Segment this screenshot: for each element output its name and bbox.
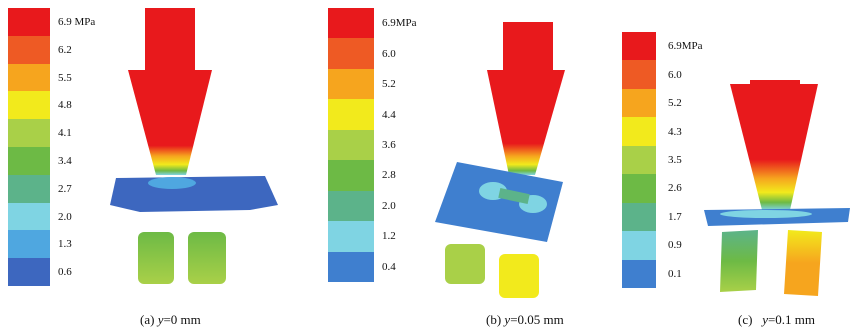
caption-c: (c) y=0.1 mm <box>738 312 816 327</box>
colorbar-tick-label: 4.3 <box>668 125 682 138</box>
colorbar-tick-label: 2.8 <box>382 169 396 182</box>
substrate-plate <box>435 162 563 242</box>
colorbar-tick-label: 5.2 <box>668 97 682 110</box>
colorbar-swatch <box>8 258 50 287</box>
colorbar-swatch <box>8 91 50 120</box>
colorbar-b <box>328 8 374 283</box>
colorbar-tick-label: 6.2 <box>58 43 72 56</box>
colorbar-swatch <box>328 221 374 253</box>
colorbar-tick-label: 6.9MPa <box>382 17 417 30</box>
colorbar-swatch <box>8 63 50 92</box>
colorbar-tick-label: 1.3 <box>58 238 72 251</box>
colorbar-swatch <box>622 145 656 175</box>
colorbar-swatch <box>8 119 50 148</box>
colorbar-tick-label: 0.4 <box>382 260 396 273</box>
colorbar-swatch <box>622 32 656 61</box>
colorbar-tick-label: 1.7 <box>668 210 682 223</box>
colorbar-swatch <box>328 38 374 70</box>
colorbar-swatch <box>328 160 374 192</box>
colorbar-swatch <box>8 8 50 37</box>
indenter-cone <box>128 70 212 175</box>
contact-model-a <box>110 8 278 284</box>
colorbar-tick-label: 2.0 <box>58 210 72 223</box>
panel-b: 6.9MPa 6.0 5.2 4.4 3.6 2.8 2.0 1.2 0.4 (b) y=0.0… <box>300 0 590 331</box>
colorbar-swatch <box>8 202 50 231</box>
colorbar-swatch <box>328 8 374 39</box>
leg-right <box>188 232 226 284</box>
colorbar-c <box>622 32 656 289</box>
colorbar-tick-label: 6.0 <box>668 68 682 81</box>
colorbar-swatch <box>328 190 374 222</box>
leg-right <box>499 254 539 298</box>
leg-left <box>445 244 485 284</box>
colorbar-a <box>8 8 50 287</box>
colorbar-swatch <box>328 129 374 161</box>
colorbar-tick-label: 2.0 <box>382 199 396 212</box>
panel-c: 6.9MPa 6.0 5.2 4.3 3.5 2.6 1.7 0.9 0.1 (c) y=0.1… <box>590 0 858 331</box>
indenter-shaft <box>145 8 195 70</box>
colorbar-tick-label: 5.2 <box>382 78 396 91</box>
colorbar-tick-label: 2.6 <box>668 182 682 195</box>
colorbar-swatch <box>328 251 374 283</box>
colorbar-tick-label: 3.4 <box>58 154 72 167</box>
colorbar-swatch <box>622 259 656 289</box>
colorbar-swatch <box>622 231 656 261</box>
colorbar-tick-label: 3.6 <box>382 139 396 151</box>
colorbar-swatch <box>622 60 656 90</box>
colorbar-tick-label: 6.0 <box>382 47 396 60</box>
colorbar-swatch <box>622 117 656 147</box>
colorbar-tick-label: 4.8 <box>58 99 72 112</box>
colorbar-tick-label: 0.9 <box>668 239 682 252</box>
colorbar-swatch <box>8 174 50 204</box>
colorbar-tick-label: 2.7 <box>58 182 72 195</box>
panel-a: 6.9 MPa 6.2 5.5 4.8 4.1 3.4 2.7 2.0 1.3 0.6 (a) y… <box>0 0 300 331</box>
indenter-cone <box>730 84 818 210</box>
colorbar-swatch <box>8 35 50 65</box>
colorbar-tick-label: 0.1 <box>668 267 682 280</box>
colorbar-tick-label: 6.9 MPa <box>58 15 96 28</box>
colorbar-tick-label: 0.6 <box>58 266 72 279</box>
colorbar-swatch <box>8 230 50 259</box>
colorbar-tick-label: 4.1 <box>58 127 72 140</box>
colorbar-tick-label: 6.9MPa <box>668 40 703 53</box>
colorbar-swatch <box>328 68 374 100</box>
caption-a: (a) y=0 mm <box>140 312 201 327</box>
colorbar-swatch <box>622 202 656 232</box>
leg-right <box>784 230 822 296</box>
colorbar-tick-label: 4.4 <box>382 108 396 121</box>
contact-model-c <box>704 80 850 296</box>
colorbar-tick-label: 1.2 <box>382 230 396 243</box>
colorbar-swatch <box>622 174 656 204</box>
leg-left <box>138 232 174 284</box>
colorbar-tick-label: 5.5 <box>58 71 72 84</box>
indenter-cone <box>487 70 565 175</box>
indenter-shaft <box>503 22 553 70</box>
leg-left <box>720 230 758 292</box>
contact-model-b <box>435 22 565 298</box>
caption-b: (b) y=0.05 mm <box>486 312 564 327</box>
colorbar-swatch <box>622 88 656 118</box>
colorbar-swatch <box>8 147 50 176</box>
colorbar-tick-label: 3.5 <box>668 154 682 166</box>
colorbar-swatch <box>328 99 374 131</box>
